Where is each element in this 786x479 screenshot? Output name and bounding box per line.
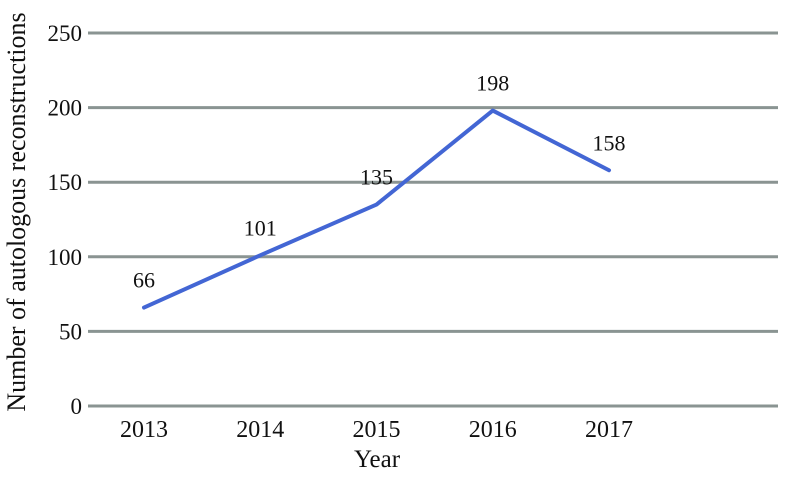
x-tick-label: 2013 [120, 417, 168, 443]
x-tick-label: 2016 [469, 417, 517, 443]
data-line [142, 108, 611, 310]
data-point-label: 66 [133, 268, 155, 293]
data-point-label: 198 [476, 71, 509, 96]
y-tick-label: 100 [48, 245, 83, 270]
y-tick-label: 0 [71, 394, 83, 419]
y-tick-label: 50 [59, 319, 82, 344]
x-tick-label: 2017 [585, 417, 633, 443]
y-tick-label: 250 [48, 21, 83, 46]
y-tick-label: 150 [48, 170, 83, 195]
y-tick-label: 200 [48, 96, 83, 121]
x-axis-title: Year [353, 446, 401, 473]
x-tick-label: 2015 [353, 417, 401, 443]
data-point-label: 158 [593, 130, 626, 155]
x-tick-label: 2014 [236, 417, 284, 443]
data-point-label: 135 [360, 165, 393, 190]
data-point-label: 101 [244, 215, 277, 240]
